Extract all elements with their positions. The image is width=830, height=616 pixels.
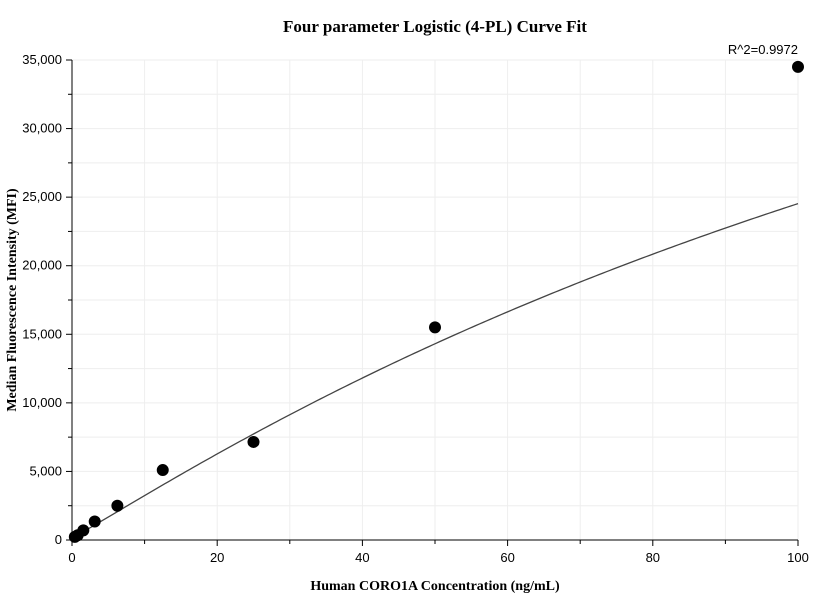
chart-title: Four parameter Logistic (4-PL) Curve Fit (283, 17, 587, 36)
y-tick-label: 30,000 (22, 121, 62, 136)
y-axis-label: Median Fluorescence Intensity (MFI) (5, 188, 20, 412)
data-point (112, 500, 123, 511)
y-tick-label: 5,000 (29, 463, 62, 478)
y-tick-label: 15,000 (22, 326, 62, 341)
y-tick-label: 0 (55, 532, 62, 547)
data-point (78, 525, 89, 536)
data-point (430, 322, 441, 333)
x-tick-label: 100 (787, 550, 809, 565)
x-tick-label: 60 (500, 550, 514, 565)
x-tick-label: 40 (355, 550, 369, 565)
x-tick-label: 0 (68, 550, 75, 565)
chart-container: 0 20 40 60 80 100 0 5,000 10,000 15,000 20,000 25,0… (0, 0, 830, 616)
chart-background (0, 0, 830, 616)
data-point (89, 516, 100, 527)
chart-svg: 0 20 40 60 80 100 0 5,000 10,000 15,000 20,000 25,0… (0, 0, 830, 616)
y-tick-label: 10,000 (22, 395, 62, 410)
x-axis-label: Human CORO1A Concentration (ng/mL) (310, 579, 560, 594)
y-tick-label: 20,000 (22, 258, 62, 273)
data-point (248, 436, 259, 447)
r-squared-annotation: R^2=0.9972 (728, 42, 798, 57)
x-tick-label: 80 (646, 550, 660, 565)
x-tick-label: 20 (210, 550, 224, 565)
y-tick-label: 35,000 (22, 52, 62, 67)
y-tick-label: 25,000 (22, 189, 62, 204)
data-point (793, 61, 804, 72)
data-point (157, 465, 168, 476)
